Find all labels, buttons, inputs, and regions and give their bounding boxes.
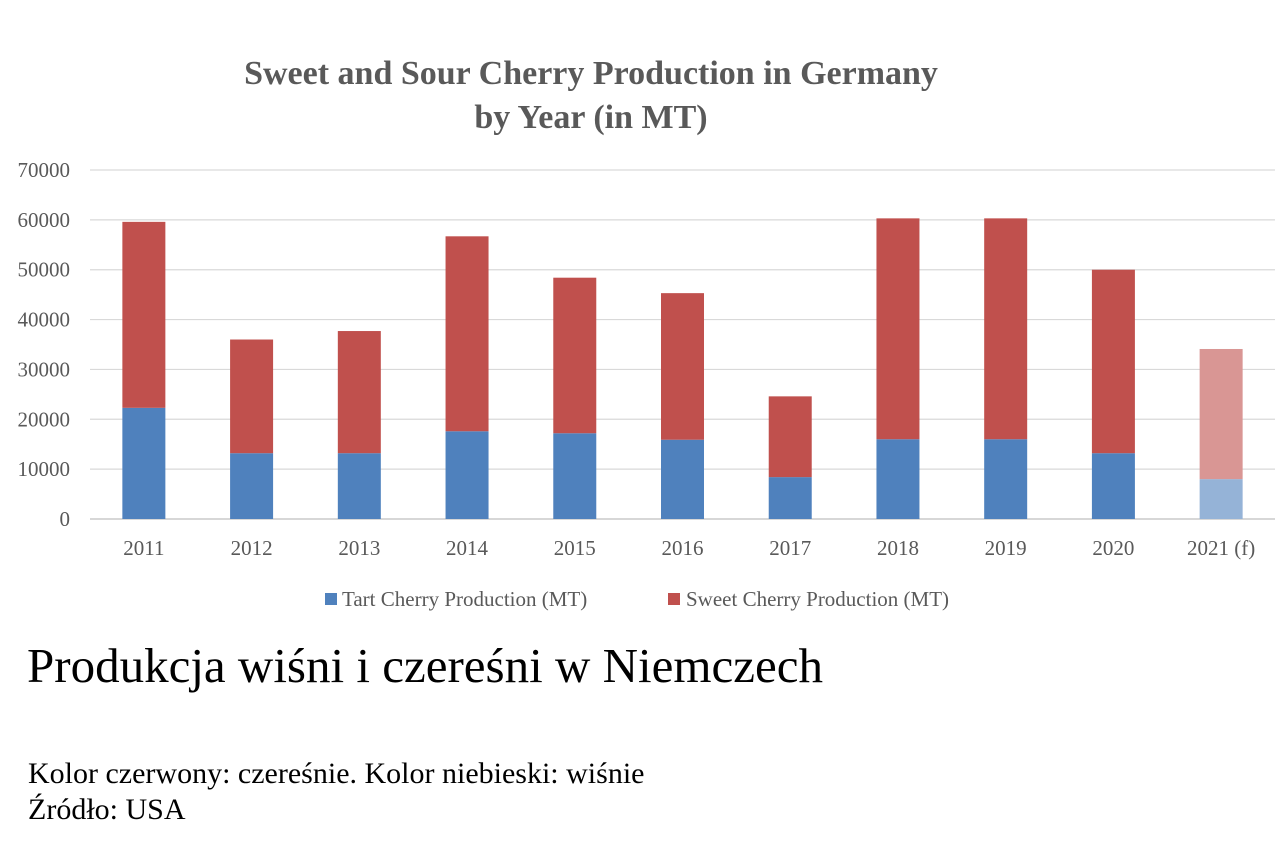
- bar-sweet: [122, 221, 166, 408]
- x-tick-label: 2014: [446, 536, 489, 560]
- caption-headline: Produkcja wiśni i czereśni w Niemczech: [27, 638, 823, 693]
- y-tick-label: 30000: [18, 357, 71, 381]
- y-tick-label: 40000: [18, 308, 71, 332]
- legend-swatch-sweet: [668, 593, 680, 605]
- x-tick-label: 2016: [662, 536, 704, 560]
- legend: Tart Cherry Production (MT) Sweet Cherry…: [325, 587, 949, 611]
- bar-sweet: [661, 293, 704, 440]
- x-tick-label: 2019: [985, 536, 1027, 560]
- y-tick-label: 20000: [18, 407, 71, 431]
- bars: [122, 218, 1243, 519]
- bar-sweet: [876, 218, 920, 440]
- bar-sweet: [337, 331, 381, 454]
- x-tick-label: 2018: [877, 536, 919, 560]
- x-tick-label: 2013: [338, 536, 380, 560]
- x-tick-label: 2012: [231, 536, 273, 560]
- x-tick-label: 2021 (f): [1187, 536, 1255, 560]
- bar-tart: [1091, 453, 1135, 519]
- bar-sweet: [984, 218, 1028, 440]
- chart-title-line-2: by Year (in MT): [474, 99, 707, 136]
- x-axis-ticks: 2011 2012 2013 2014 2015 2016 2017 2018 2019 2020…: [123, 536, 1255, 560]
- bar-tart: [337, 453, 381, 519]
- y-tick-label: 70000: [18, 158, 71, 182]
- legend-label-tart: Tart Cherry Production (MT): [342, 587, 587, 611]
- stacked-bar-chart: Sweet and Sour Cherry Production in Germ…: [18, 55, 1275, 611]
- bar-tart: [984, 439, 1028, 519]
- caption-color-note: Kolor czerwony: czereśnie. Kolor niebies…: [28, 757, 645, 790]
- bar-tart: [876, 439, 920, 519]
- bar-sweet: [1199, 348, 1243, 480]
- chart-title-line-1: Sweet and Sour Cherry Production in Germ…: [244, 55, 938, 92]
- legend-label-sweet: Sweet Cherry Production (MT): [686, 587, 949, 611]
- y-axis-ticks: 0 10000 20000 30000 40000 50000 60000 70000: [18, 158, 71, 531]
- bar-tart: [768, 477, 812, 519]
- bar-sweet: [1091, 269, 1135, 454]
- bar-tart: [553, 433, 597, 519]
- bar-tart: [661, 439, 704, 519]
- y-tick-label: 50000: [18, 258, 71, 282]
- y-tick-label: 0: [60, 507, 71, 531]
- bar-tart: [122, 407, 166, 519]
- bar-sweet: [553, 277, 597, 434]
- bar-tart: [230, 453, 274, 519]
- bar-sweet: [445, 236, 489, 432]
- x-tick-label: 2011: [123, 536, 164, 560]
- bar-sweet: [230, 339, 274, 454]
- y-tick-label: 10000: [18, 457, 71, 481]
- y-tick-label: 60000: [18, 208, 71, 232]
- legend-swatch-tart: [325, 593, 337, 605]
- bar-tart: [1199, 479, 1243, 519]
- caption-source: Źródło: USA: [28, 793, 186, 826]
- bar-tart: [445, 431, 489, 519]
- x-tick-label: 2020: [1092, 536, 1134, 560]
- x-tick-label: 2017: [769, 536, 811, 560]
- bar-sweet: [768, 396, 812, 478]
- x-tick-label: 2015: [554, 536, 596, 560]
